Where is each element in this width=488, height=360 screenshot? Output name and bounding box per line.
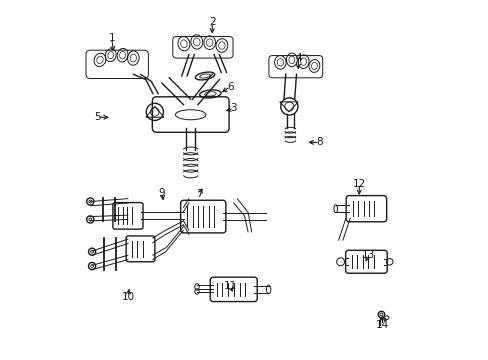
Text: 9: 9 bbox=[159, 188, 165, 198]
Text: 10: 10 bbox=[121, 292, 134, 302]
Text: 11: 11 bbox=[223, 281, 236, 291]
Text: 5: 5 bbox=[94, 112, 101, 122]
Text: 13: 13 bbox=[361, 250, 374, 260]
Text: 3: 3 bbox=[230, 103, 237, 113]
Text: 12: 12 bbox=[352, 179, 365, 189]
Text: 4: 4 bbox=[294, 53, 301, 63]
Text: 8: 8 bbox=[316, 138, 323, 147]
Text: 2: 2 bbox=[208, 17, 215, 27]
Text: 7: 7 bbox=[196, 189, 203, 199]
Text: 6: 6 bbox=[226, 82, 233, 92]
Text: 1: 1 bbox=[108, 33, 115, 43]
Text: 14: 14 bbox=[375, 320, 388, 330]
